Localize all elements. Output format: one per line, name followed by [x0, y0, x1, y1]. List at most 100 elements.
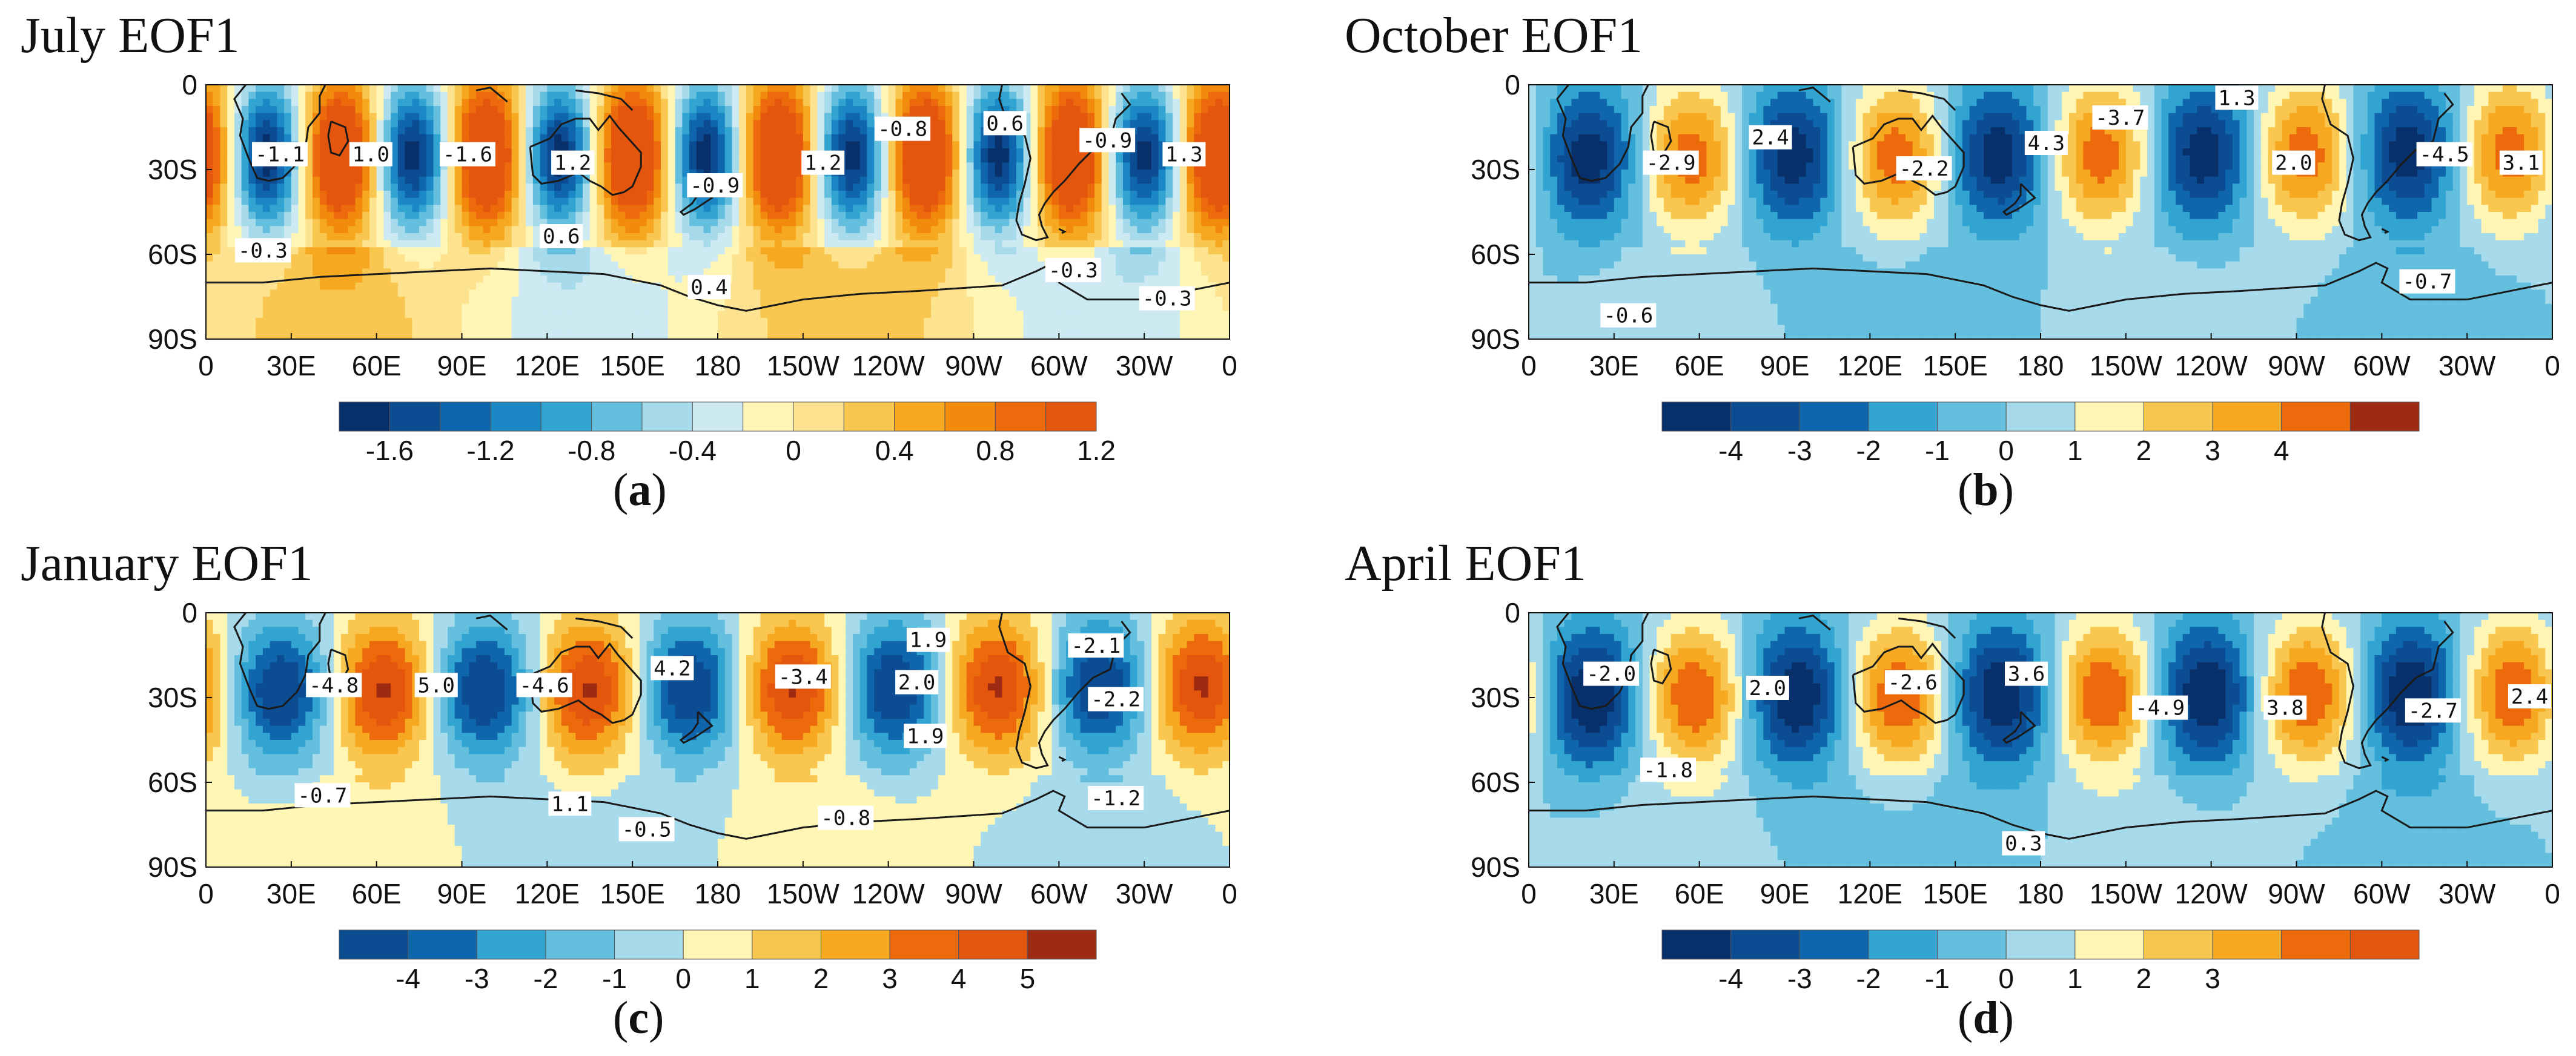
field-cell	[1066, 134, 1074, 142]
field-cell	[554, 325, 562, 332]
field-cell	[340, 162, 349, 170]
field-cell	[298, 113, 306, 120]
field-cell	[1173, 183, 1180, 191]
field-cell	[334, 268, 342, 276]
field-cell	[1187, 99, 1194, 107]
field-cell	[881, 303, 889, 311]
field-cell	[256, 261, 263, 269]
field-cell	[568, 85, 576, 93]
field-cell	[305, 91, 313, 99]
field-cell	[703, 261, 711, 269]
field-cell	[682, 85, 690, 93]
field-cell	[639, 219, 647, 226]
field-cell	[526, 247, 534, 255]
field-cell	[824, 183, 832, 191]
field-cell	[966, 325, 975, 332]
field-cell	[973, 233, 981, 241]
field-cell	[589, 85, 598, 93]
field-cell	[497, 191, 505, 199]
field-cell	[1087, 197, 1095, 205]
field-cell	[419, 205, 427, 213]
field-cell	[1002, 155, 1010, 163]
field-cell	[859, 197, 868, 205]
field-cell	[1173, 219, 1180, 226]
field-cell	[511, 261, 519, 269]
field-cell	[760, 240, 768, 248]
field-cell	[220, 176, 228, 184]
field-cell	[881, 332, 889, 339]
field-cell	[597, 325, 604, 332]
field-cell	[397, 205, 406, 213]
field-cell	[234, 212, 242, 220]
field-cell	[397, 261, 406, 269]
field-cell	[611, 162, 619, 170]
field-cell	[859, 240, 868, 248]
field-cell	[1080, 176, 1088, 184]
field-cell	[888, 197, 896, 205]
field-cell	[1009, 254, 1017, 262]
field-cell	[625, 141, 633, 149]
field-cell	[391, 176, 399, 184]
field-cell	[966, 276, 975, 283]
field-cell	[270, 282, 277, 290]
field-cell	[654, 85, 661, 93]
field-cell	[604, 170, 612, 177]
field-cell	[405, 191, 412, 199]
field-cell	[1066, 289, 1074, 297]
field-cell	[881, 162, 889, 170]
field-cell	[1165, 226, 1173, 234]
field-cell	[475, 332, 484, 339]
field-cell	[831, 233, 839, 241]
field-cell	[1116, 162, 1124, 170]
field-cell	[1009, 303, 1017, 311]
field-cell	[966, 254, 975, 262]
field-cell	[412, 113, 420, 120]
field-cell	[483, 297, 491, 305]
field-cell	[277, 191, 285, 199]
field-cell	[391, 247, 399, 255]
field-cell	[284, 303, 292, 311]
field-cell	[1187, 120, 1194, 128]
field-cell	[497, 176, 505, 184]
field-cell	[987, 212, 996, 220]
field-cell	[518, 240, 526, 248]
field-cell	[888, 268, 896, 276]
field-cell	[241, 170, 250, 177]
field-cell	[291, 297, 299, 305]
field-cell	[618, 91, 626, 99]
field-cell	[803, 303, 811, 311]
field-cell	[611, 268, 619, 276]
field-cell	[540, 332, 548, 339]
field-cell	[589, 233, 598, 241]
field-cell	[654, 91, 661, 99]
field-cell	[448, 183, 455, 191]
field-cell	[945, 141, 953, 149]
field-cell	[334, 183, 342, 191]
field-cell	[1044, 91, 1053, 99]
field-cell	[597, 254, 604, 262]
field-cell	[227, 247, 235, 255]
field-cell	[810, 191, 818, 199]
field-cell	[789, 148, 796, 156]
field-cell	[703, 141, 711, 149]
field-cell	[426, 318, 434, 326]
field-cell	[561, 332, 569, 339]
field-cell	[483, 303, 491, 311]
field-cell	[483, 325, 491, 332]
field-cell	[931, 85, 939, 93]
field-cell	[703, 134, 711, 142]
field-cell	[952, 99, 960, 107]
field-cell	[667, 318, 676, 326]
field-cell	[561, 303, 569, 311]
field-cell	[589, 254, 598, 262]
field-cell	[583, 318, 591, 326]
field-cell	[824, 176, 832, 184]
field-cell	[1087, 183, 1095, 191]
field-cell	[412, 127, 420, 135]
field-cell	[774, 268, 783, 276]
field-cell	[724, 261, 733, 269]
field-cell	[1030, 240, 1038, 248]
field-cell	[1087, 113, 1095, 120]
field-cell	[810, 176, 818, 184]
field-cell	[959, 261, 967, 269]
